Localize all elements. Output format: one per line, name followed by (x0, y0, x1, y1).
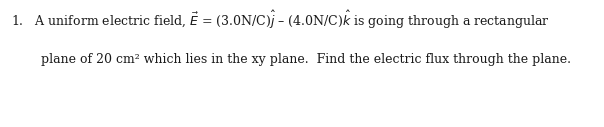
Text: plane of 20 cm² which lies in the xy plane.  Find the electric flux through the : plane of 20 cm² which lies in the xy pla… (41, 53, 571, 66)
Text: 1.   A uniform electric field, $\vec{E}$ = (3.0N/C)$\hat{j}$ – (4.0N/C)$\hat{k}$: 1. A uniform electric field, $\vec{E}$ =… (11, 9, 550, 31)
